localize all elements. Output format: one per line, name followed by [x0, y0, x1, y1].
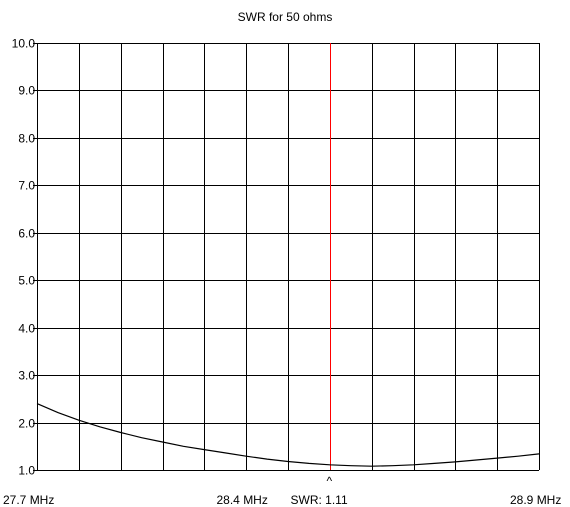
y-tick-label: 9.0 — [18, 84, 35, 98]
y-tick-label: 8.0 — [18, 132, 35, 146]
y-tick-label: 10.0 — [12, 37, 36, 51]
y-tick-label: 3.0 — [18, 369, 35, 383]
grid — [37, 43, 540, 471]
x-tick-label-max: 28.9 MHz — [510, 493, 562, 507]
swr-curve — [36, 403, 540, 467]
swr-readout: SWR: 1.11 — [290, 493, 348, 507]
x-tick-label-marker: 28.4 MHz — [216, 493, 268, 507]
y-axis-ticks: 1.0 2.0 3.0 4.0 5.0 6.0 7.0 8.0 9.0 10.0 — [12, 37, 37, 478]
y-tick-label: 7.0 — [18, 179, 35, 193]
y-tick-label: 4.0 — [18, 322, 35, 336]
y-tick-label: 6.0 — [18, 227, 35, 241]
chart-title: SWR for 50 ohms — [237, 10, 333, 24]
y-tick-label: 1.0 — [18, 464, 35, 478]
x-tick-label-min: 27.7 MHz — [3, 493, 55, 507]
y-tick-label: 2.0 — [18, 417, 35, 431]
marker-caret: ^ — [326, 474, 333, 488]
y-tick-label: 5.0 — [18, 274, 35, 288]
